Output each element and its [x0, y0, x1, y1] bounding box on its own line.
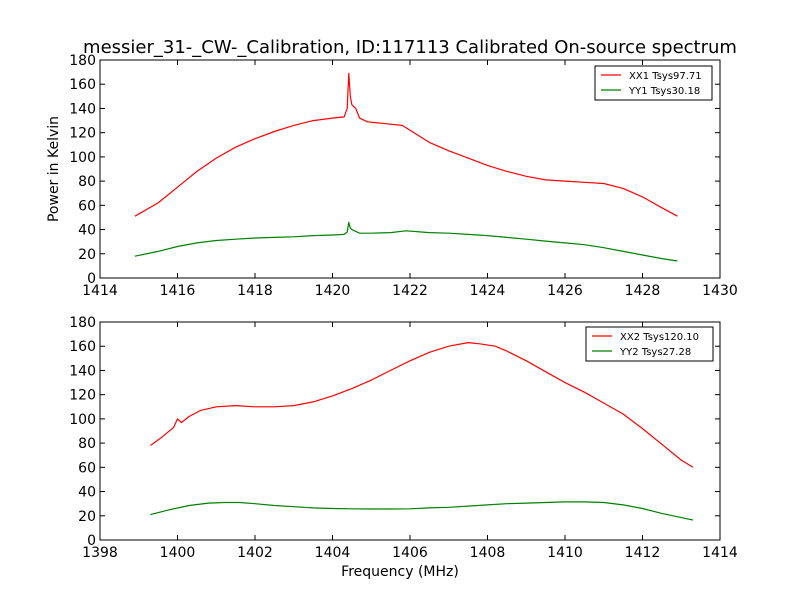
x-tick-label: 1424	[470, 283, 506, 299]
chart-top: 1414 1416 1418 1420 1422 1424 1426 1428 1430 0 20 4…	[46, 53, 738, 299]
y-tick-label: 120	[69, 388, 96, 404]
x-tick-label: 1428	[625, 283, 661, 299]
legend: XX1 Tsys97.71 YY1 Tsys30.18	[594, 65, 713, 101]
legend-box	[585, 326, 714, 362]
x-tick-label: 1404	[315, 545, 351, 561]
x-axis-label: Frequency (MHz)	[341, 564, 459, 580]
x-tick-label: 1402	[237, 545, 273, 561]
y-tick-label: 140	[69, 363, 96, 379]
y-tick-label: 20	[78, 509, 96, 525]
x-tick-label: 1430	[702, 283, 738, 299]
series-line-2	[150, 501, 694, 521]
x-tick-label: 1412	[625, 545, 661, 561]
y-tick-label: 160	[69, 339, 96, 355]
y-tick-label: 60	[78, 198, 96, 214]
series-line-1	[134, 72, 678, 217]
chart-bottom: 1398 1400 1402 1404 1406 1408 1410 1412 1414 0 20 4…	[69, 315, 738, 580]
legend-label: YY2 Tsys27.28	[619, 347, 691, 358]
x-tick-label: 1418	[237, 283, 273, 299]
y-tick-label: 100	[69, 412, 96, 428]
x-tick-label: 1400	[160, 545, 196, 561]
x-tick-label: 1408	[470, 545, 506, 561]
legend-label: XX1 Tsys97.71	[629, 71, 702, 82]
legend-label: YY1 Tsys30.18	[628, 86, 700, 97]
y-tick-label: 160	[69, 77, 96, 93]
y-tick-label: 60	[78, 460, 96, 476]
y-tick-label: 20	[78, 247, 96, 263]
x-tick-label: 1398	[82, 545, 118, 561]
y-tick-label: 80	[78, 436, 96, 452]
y-tick-label: 40	[78, 485, 96, 501]
y-tick-label: 40	[78, 223, 96, 239]
x-tick-label: 1416	[160, 283, 196, 299]
legend: XX2 Tsys120.10 YY2 Tsys27.28	[585, 326, 714, 362]
x-tick-label: 1410	[547, 545, 583, 561]
x-tick-label: 1426	[547, 283, 583, 299]
y-tick-label: 0	[87, 271, 96, 287]
x-tick-label: 1406	[392, 545, 428, 561]
x-tick-label: 1422	[392, 283, 428, 299]
y-axis-label: Power in Kelvin	[46, 116, 62, 222]
y-tick-label: 120	[69, 126, 96, 142]
y-tick-label: 0	[87, 533, 96, 549]
series-line-1	[150, 342, 694, 468]
y-tick-label: 140	[69, 101, 96, 117]
y-tick-label: 180	[69, 53, 96, 69]
x-tick-label: 1420	[315, 283, 351, 299]
series-line-2	[134, 221, 678, 262]
x-tick-label: 1414	[702, 545, 738, 561]
x-tick-label: 1414	[82, 283, 118, 299]
legend-label: XX2 Tsys120.10	[620, 332, 699, 343]
y-tick-label: 80	[78, 174, 96, 190]
y-tick-label: 100	[69, 150, 96, 166]
legend-box	[594, 65, 713, 101]
figure-title: messier_31-_CW-_Calibration, ID:117113 C…	[83, 37, 737, 58]
y-tick-label: 180	[69, 315, 96, 331]
